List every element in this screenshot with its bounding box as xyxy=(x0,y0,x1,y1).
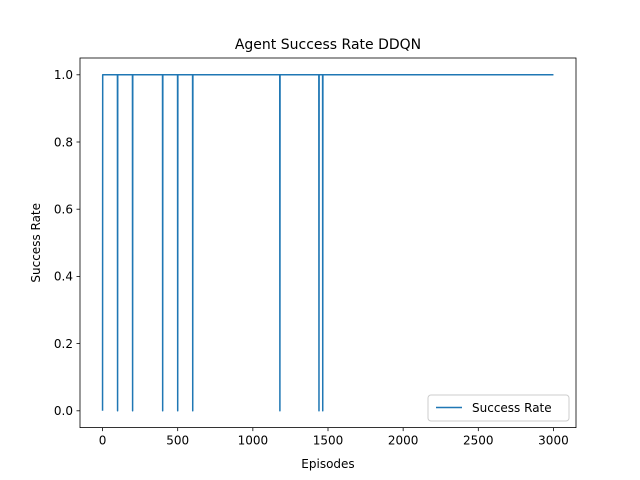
series-layer xyxy=(101,74,554,412)
y-axis-label: Success Rate xyxy=(29,203,43,283)
series-line-success-rate xyxy=(101,74,554,412)
x-tick-label: 2500 xyxy=(463,434,494,448)
y-tick-label: 0.2 xyxy=(54,337,73,351)
legend: Success Rate xyxy=(427,394,570,422)
x-axis-label: Episodes xyxy=(301,457,354,471)
x-axis-ticks: 0 500 1000 1500 2000 2500 3000 xyxy=(99,427,569,448)
y-tick-label: 0.6 xyxy=(54,203,73,217)
x-tick-label: 0 xyxy=(99,434,107,448)
chart-title: Agent Success Rate DDQN xyxy=(235,37,421,53)
y-tick-label: 0.0 xyxy=(54,404,73,418)
x-tick-label: 500 xyxy=(166,434,189,448)
legend-label-success-rate: Success Rate xyxy=(472,401,552,415)
y-tick-label: 1.0 xyxy=(54,68,73,82)
y-tick-label: 0.4 xyxy=(54,270,73,284)
x-tick-label: 3000 xyxy=(538,434,569,448)
y-axis-ticks: 0.0 0.2 0.4 0.6 0.8 1.0 xyxy=(54,68,80,418)
x-tick-label: 1000 xyxy=(238,434,269,448)
legend-box xyxy=(427,394,570,422)
x-tick-label: 2000 xyxy=(388,434,419,448)
x-tick-label: 1500 xyxy=(313,434,344,448)
y-tick-label: 0.8 xyxy=(54,135,73,149)
